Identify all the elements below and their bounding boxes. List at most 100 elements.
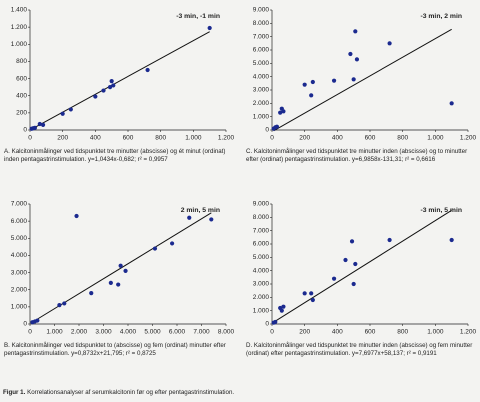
x-tick-label: 1.000: [46, 329, 63, 336]
figure-caption-text: Korrelationsanalyser af serumkalcitonin …: [27, 389, 235, 396]
y-tick-label: 8.000: [253, 214, 270, 221]
point: [57, 303, 62, 308]
x-tick-label: 400: [332, 329, 343, 336]
y-tick-label: 3.000: [253, 87, 270, 94]
x-tick-label: 0: [28, 329, 32, 336]
x-tick-label: 1.000: [427, 329, 444, 336]
y-tick-label: 6.000: [253, 241, 270, 248]
point: [449, 237, 454, 243]
figure-caption-label: Figur 1.: [3, 389, 26, 396]
point: [331, 276, 337, 281]
y-tick-label: 9.000: [253, 7, 270, 14]
x-tick-label: 8.000: [218, 329, 235, 336]
x-tick-label: 1.200: [218, 135, 235, 142]
y-tick-label: 5.000: [11, 235, 28, 242]
y-tick-label: 1.000: [11, 41, 28, 48]
x-tick-label: 2.000: [71, 329, 88, 336]
point: [351, 77, 356, 82]
point: [107, 85, 113, 90]
point: [93, 94, 98, 99]
point: [273, 319, 278, 325]
point: [343, 257, 348, 263]
x-tick-label: 600: [365, 329, 376, 336]
y-tick-label: 7.000: [253, 33, 270, 40]
y-tick-label: 6.000: [253, 47, 270, 54]
figure-caption: Figur 1. Korrelationsanalyser af serumka…: [3, 389, 234, 396]
point: [152, 246, 158, 251]
point: [118, 263, 123, 268]
x-tick-label: 1.000: [185, 135, 202, 142]
y-tick-label: 4.000: [253, 267, 270, 274]
point: [68, 107, 73, 112]
y-tick-label: 7.000: [11, 201, 28, 208]
point: [331, 78, 337, 83]
point: [387, 41, 392, 46]
x-tick-label: 400: [332, 135, 343, 142]
point: [111, 83, 116, 88]
y-tick-label: 200: [16, 110, 27, 117]
point: [170, 241, 175, 246]
point: [74, 213, 79, 219]
point: [37, 121, 42, 127]
y-tick-label: 0: [265, 127, 269, 134]
point: [309, 291, 314, 296]
point: [89, 291, 94, 296]
point: [209, 217, 214, 222]
point: [101, 88, 106, 93]
point: [145, 67, 150, 73]
x-tick-label: 5.000: [144, 329, 161, 336]
y-tick-label: 2.000: [253, 294, 270, 301]
x-tick-label: 800: [155, 135, 166, 142]
point: [40, 122, 46, 127]
y-tick-label: 0: [23, 127, 27, 134]
y-tick-label: 400: [16, 92, 27, 99]
point: [349, 239, 355, 244]
y-tick-label: 1.400: [11, 7, 28, 14]
point: [351, 281, 356, 287]
x-tick-label: 400: [90, 135, 101, 142]
x-tick-label: 1.000: [427, 135, 444, 142]
x-tick-label: 0: [28, 135, 32, 142]
point: [274, 124, 279, 129]
point: [62, 301, 67, 306]
y-tick-label: 5.000: [253, 60, 270, 67]
x-tick-label: 0: [270, 329, 274, 336]
x-tick-label: 1.200: [460, 329, 477, 336]
panel: 0 1.000 2.000 3.000 4.000 5.000 6.000 7.000 8.00…: [242, 2, 478, 165]
x-tick-label: 1.200: [460, 135, 477, 142]
point: [348, 51, 353, 57]
point: [449, 101, 454, 106]
x-tick-label: 0: [270, 135, 274, 142]
y-tick-label: 2.000: [11, 286, 28, 293]
panel: 0 1.000 2.000 3.000 4.000 5.000 6.000 7.000 8.00…: [242, 196, 478, 359]
y-tick-label: 1.000: [253, 113, 270, 120]
annotation: -3 min, 2 min: [420, 13, 462, 20]
point: [281, 304, 286, 309]
panel-caption: A. Kalcitoninmålinger ved tidspunktet tr…: [4, 148, 226, 164]
trend-line: [31, 31, 210, 130]
trend-line: [273, 209, 452, 323]
y-tick-label: 1.000: [253, 307, 270, 314]
point: [279, 308, 284, 313]
panel: 0 200 400 600 800 1.000 1.200 1.400 0 200 400 600 80…: [0, 2, 236, 165]
x-tick-label: 600: [365, 135, 376, 142]
point: [354, 57, 360, 62]
y-tick-label: 5.000: [253, 254, 270, 261]
x-tick-label: 200: [299, 329, 310, 336]
point: [60, 111, 65, 116]
x-tick-label: 3.000: [95, 329, 112, 336]
point: [123, 268, 128, 273]
x-tick-label: 200: [299, 135, 310, 142]
x-tick-label: 6.000: [169, 329, 186, 336]
x-tick-label: 800: [397, 329, 408, 336]
point: [109, 79, 114, 84]
point: [187, 215, 192, 220]
point: [116, 282, 121, 287]
y-tick-label: 4.000: [11, 252, 28, 259]
point: [309, 93, 314, 98]
y-tick-label: 600: [16, 75, 27, 82]
y-tick-label: 2.000: [253, 100, 270, 107]
y-tick-label: 3.000: [253, 281, 270, 288]
y-tick-label: 800: [16, 58, 27, 65]
